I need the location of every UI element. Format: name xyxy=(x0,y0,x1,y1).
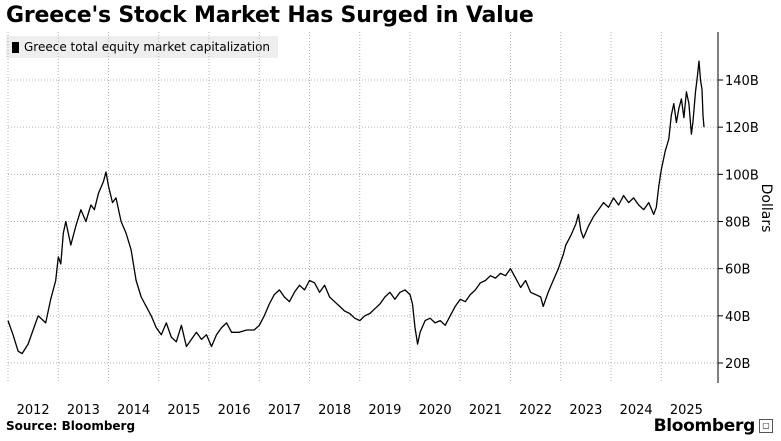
y-tick-label: 60B xyxy=(725,263,750,278)
y-tick-label: 100B xyxy=(725,168,759,183)
x-tick-label: 2014 xyxy=(117,403,150,418)
y-axis-label: Dollars xyxy=(758,184,774,233)
brand-logo: Bloomberg xyxy=(653,416,756,436)
source-note: Source: Bloomberg xyxy=(6,419,136,433)
terminal-icon: ▢ xyxy=(759,419,773,433)
chart-title: Greece's Stock Market Has Surged in Valu… xyxy=(6,3,534,28)
y-tick-label: 40B xyxy=(725,310,750,325)
y-tick-label: 120B xyxy=(725,121,759,136)
x-tick-label: 2012 xyxy=(17,403,50,418)
y-tick-label: 140B xyxy=(725,74,759,89)
y-tick-label: 20B xyxy=(725,357,750,372)
x-tick-label: 2024 xyxy=(620,403,653,418)
y-tick-label: 80B xyxy=(725,216,750,231)
x-tick-label: 2015 xyxy=(167,403,200,418)
x-tick-label: 2013 xyxy=(67,403,100,418)
x-tick-label: 2021 xyxy=(469,403,502,418)
legend-swatch xyxy=(12,41,19,53)
x-tick-label: 2018 xyxy=(318,403,351,418)
x-tick-label: 2016 xyxy=(218,403,251,418)
x-tick-label: 2022 xyxy=(519,403,552,418)
x-tick-label: 2025 xyxy=(670,403,703,418)
x-tick-label: 2023 xyxy=(569,403,602,418)
x-tick-label: 2017 xyxy=(268,403,301,418)
x-tick-label: 2020 xyxy=(419,403,452,418)
series-line-0 xyxy=(7,60,705,355)
x-tick-label: 2019 xyxy=(368,403,401,418)
